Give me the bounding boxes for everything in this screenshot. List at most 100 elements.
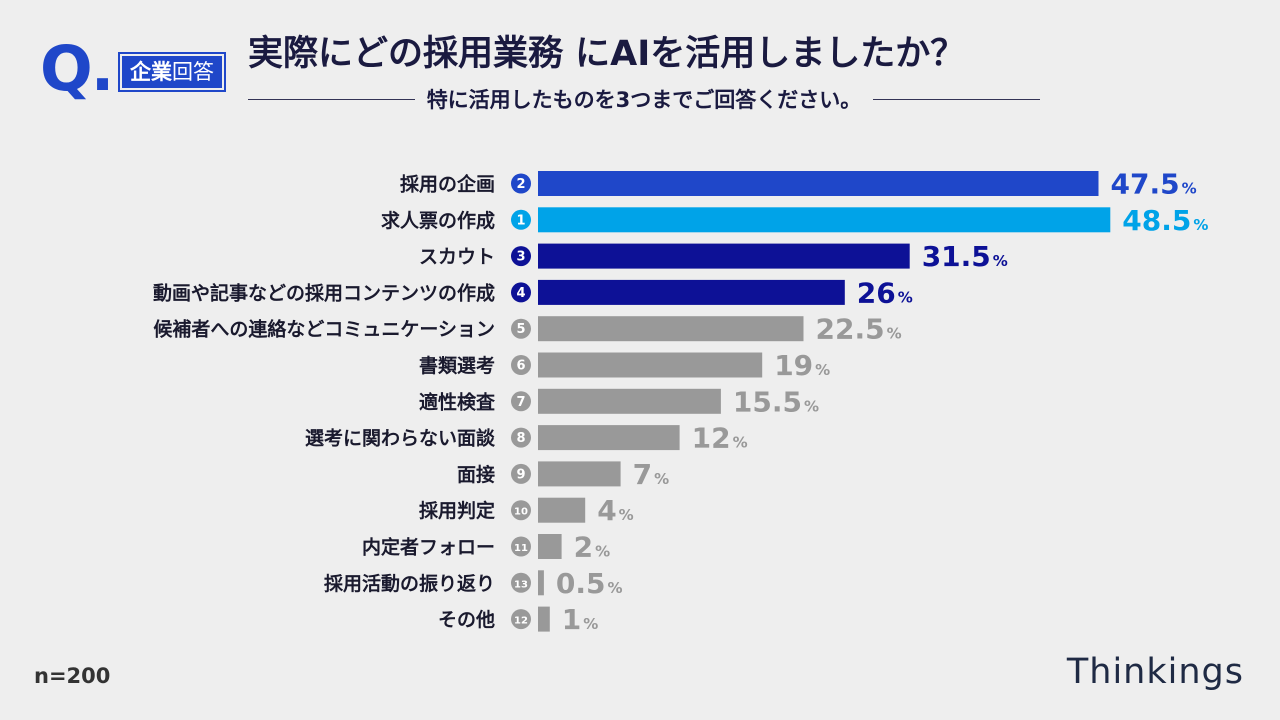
bar <box>538 606 550 632</box>
value-number: 22.5 <box>816 313 885 346</box>
question-subtitle: 特に活用したものを3つまでご回答ください。 <box>426 88 862 112</box>
subtitle-rule-left <box>248 98 415 100</box>
bar <box>538 388 721 414</box>
value-label: 26% <box>857 276 913 309</box>
value-unit: % <box>993 252 1008 270</box>
bar <box>538 316 804 342</box>
rank-number: 11 <box>514 543 528 554</box>
rank-badge <box>511 391 531 412</box>
value-label: 47.5% <box>1111 168 1197 201</box>
subtitle-row: 特に活用したものを3つまでご回答ください。 <box>248 84 1040 114</box>
rank-badge <box>511 282 531 303</box>
value-number: 47.5 <box>1111 168 1180 201</box>
rank-number: 12 <box>514 616 528 627</box>
rank-badge <box>511 173 531 194</box>
rank-number: 9 <box>516 467 525 482</box>
value-unit: % <box>804 397 819 415</box>
q-mark: Q. <box>40 32 114 105</box>
value-label: 48.5% <box>1122 204 1208 237</box>
value-label: 31.5% <box>922 240 1008 273</box>
rank-number: 4 <box>516 286 525 301</box>
rank-number: 7 <box>516 395 525 410</box>
value-number: 15.5 <box>733 385 802 418</box>
category-label: 採用の企画 <box>400 173 495 196</box>
sample-size: n=200 <box>34 664 111 688</box>
rank-badge <box>511 246 531 267</box>
category-label: 選考に関わらない面談 <box>305 427 496 450</box>
value-unit: % <box>733 434 748 452</box>
rank-number: 2 <box>516 177 525 192</box>
rank-number: 10 <box>514 507 528 518</box>
rank-badge <box>511 427 531 448</box>
category-label: 動画や記事などの採用コンテンツの作成 <box>153 281 495 304</box>
value-number: 2 <box>574 531 593 564</box>
bar <box>538 497 586 523</box>
rank-badge <box>511 536 531 557</box>
bar <box>538 207 1111 233</box>
value-label: 0.5% <box>556 567 623 600</box>
value-number: 19 <box>774 349 813 382</box>
bar <box>538 352 763 378</box>
rank-number: 13 <box>514 579 528 590</box>
bar <box>538 243 910 269</box>
value-number: 12 <box>692 422 731 455</box>
value-label: 2% <box>574 531 611 564</box>
category-label: その他 <box>438 608 495 631</box>
respondent-badge: 企業回答 <box>118 52 226 92</box>
value-label: 22.5% <box>816 313 902 346</box>
rank-number: 6 <box>516 359 525 374</box>
category-label: 採用活動の振り返り <box>324 572 495 595</box>
category-label: 適性検査 <box>419 390 496 413</box>
rank-number: 1 <box>516 213 525 228</box>
bar <box>538 171 1099 196</box>
value-unit: % <box>1182 180 1197 198</box>
value-unit: % <box>654 470 669 488</box>
value-number: 4 <box>597 494 616 527</box>
value-label: 19% <box>774 349 830 382</box>
subtitle-rule-right <box>873 98 1040 100</box>
badge-strong-text: 企業 <box>130 60 172 84</box>
bar <box>538 279 845 305</box>
value-unit: % <box>898 288 913 306</box>
value-number: 7 <box>633 458 652 491</box>
value-unit: % <box>1193 216 1208 234</box>
category-label: 候補者への連絡などコミュニケーション <box>153 318 495 341</box>
value-number: 48.5 <box>1122 204 1191 237</box>
badge-light-text: 回答 <box>172 60 214 84</box>
value-unit: % <box>583 615 598 633</box>
bar <box>538 425 680 451</box>
value-number: 26 <box>857 276 896 309</box>
value-number: 31.5 <box>922 240 991 273</box>
rank-badge <box>511 355 531 375</box>
category-label: 採用判定 <box>419 499 495 522</box>
rank-number: 5 <box>516 322 525 337</box>
value-unit: % <box>887 325 902 343</box>
rank-number: 3 <box>516 250 525 265</box>
category-label: 面接 <box>457 464 495 486</box>
question-title: 実際にどの採用業務 にAIを活用しましたか？ <box>248 34 966 74</box>
rank-badge <box>511 572 531 593</box>
category-label: スカウト <box>419 246 495 268</box>
rank-badge <box>511 609 531 630</box>
value-label: 4% <box>597 494 634 527</box>
value-label: 15.5% <box>733 385 819 418</box>
brand-logo: Thinkings <box>1066 652 1244 692</box>
value-label: 1% <box>562 603 599 636</box>
rank-badge <box>511 209 531 230</box>
category-label: 内定者フォロー <box>362 536 495 559</box>
value-label: 7% <box>633 458 670 491</box>
rank-badge <box>511 463 531 484</box>
value-unit: % <box>619 506 634 524</box>
value-number: 1 <box>562 603 581 636</box>
category-label: 書類選考 <box>419 355 495 377</box>
rank-badge <box>511 318 531 339</box>
value-unit: % <box>595 543 610 561</box>
value-unit: % <box>815 361 830 379</box>
rank-number: 8 <box>516 431 525 446</box>
value-label: 12% <box>692 422 748 455</box>
value-number: 0.5 <box>556 567 606 600</box>
category-label: 求人票の作成 <box>381 209 495 232</box>
rank-badge <box>511 500 531 521</box>
bar <box>538 461 621 487</box>
